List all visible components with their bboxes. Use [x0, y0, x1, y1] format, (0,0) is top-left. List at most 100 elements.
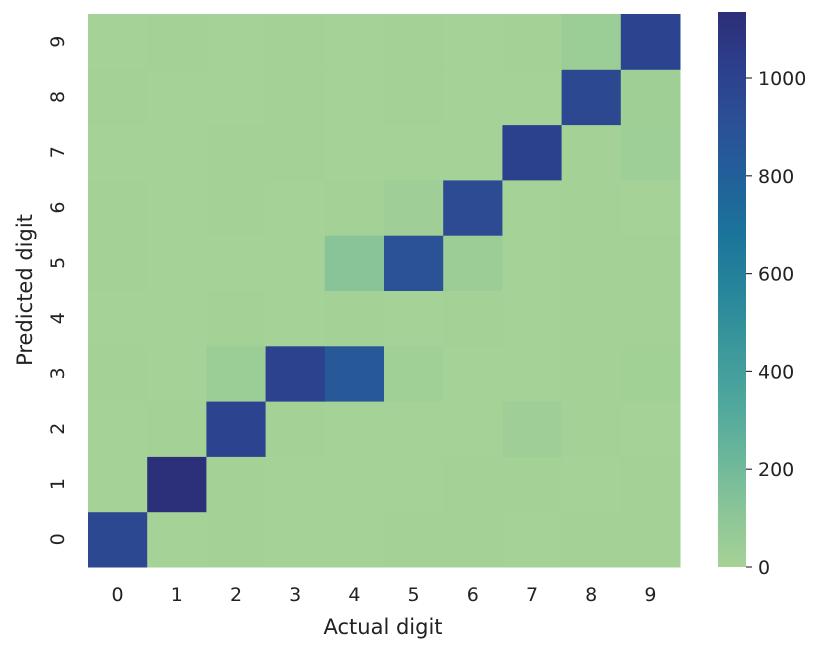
heatmap-cell — [88, 14, 148, 70]
heatmap-cell — [561, 511, 622, 568]
x-tick-label: 1 — [171, 584, 183, 606]
heatmap-cell — [384, 235, 444, 291]
heatmap-cell — [561, 124, 622, 181]
heatmap-cell — [561, 235, 622, 291]
x-axis-ticks: 0 1 2 3 4 5 6 7 8 9 — [112, 584, 657, 606]
heatmap-cell — [147, 179, 207, 236]
heatmap-cell — [206, 14, 267, 70]
heatmap-cell — [324, 124, 385, 181]
y-tick-label: 9 — [47, 36, 69, 48]
x-tick-label: 7 — [526, 584, 538, 606]
heatmap-cell — [620, 401, 681, 457]
colorbar-tick-label: 0 — [758, 557, 770, 579]
heatmap-cell — [384, 456, 444, 513]
heatmap-cell — [147, 401, 207, 457]
x-tick-label: 0 — [112, 584, 124, 606]
y-tick-label: 8 — [47, 91, 69, 103]
heatmap-cell — [384, 511, 444, 568]
heatmap-cell — [147, 290, 207, 347]
heatmap-cell — [384, 69, 444, 126]
colorbar-tick-label: 600 — [758, 264, 794, 286]
y-tick-label: 5 — [47, 257, 69, 269]
heatmap-cell — [88, 511, 148, 568]
heatmap-cell — [265, 235, 326, 291]
heatmap-cell — [561, 456, 622, 513]
heatmap-cells — [88, 14, 681, 568]
heatmap-cell — [443, 401, 503, 457]
heatmap-cell — [88, 69, 148, 126]
heatmap-cell — [561, 14, 622, 70]
heatmap-cell — [620, 456, 681, 513]
heatmap-cell — [147, 345, 207, 402]
heatmap-cell — [324, 511, 385, 568]
x-tick-label: 3 — [289, 584, 301, 606]
heatmap-cell — [443, 179, 503, 236]
heatmap-cell — [324, 69, 385, 126]
heatmap-cell — [206, 235, 267, 291]
heatmap-cell — [443, 69, 503, 126]
heatmap-cell — [265, 179, 326, 236]
heatmap-cell — [561, 69, 622, 126]
heatmap-cell — [265, 124, 326, 181]
heatmap-cell — [88, 401, 148, 457]
heatmap-cell — [265, 14, 326, 70]
heatmap-cell — [502, 69, 563, 126]
y-axis-ticks: 0 1 2 3 4 5 6 7 8 9 — [47, 36, 69, 546]
heatmap-cell — [206, 290, 267, 347]
heatmap-cell — [324, 290, 385, 347]
heatmap-cell — [620, 124, 681, 181]
heatmap-cell — [620, 235, 681, 291]
colorbar-tick-label: 1000 — [758, 68, 806, 90]
heatmap-cell — [206, 401, 267, 457]
x-tick-label: 9 — [644, 584, 656, 606]
colorbar-tick-label: 800 — [758, 166, 794, 188]
heatmap-cell — [147, 235, 207, 291]
heatmap-cell — [620, 290, 681, 347]
colorbar-tick-label: 200 — [758, 459, 794, 481]
heatmap-cell — [384, 124, 444, 181]
heatmap-cell — [443, 14, 503, 70]
heatmap-cell — [443, 456, 503, 513]
heatmap-cell — [561, 401, 622, 457]
colorbar-tick-label: 400 — [758, 361, 794, 383]
heatmap-cell — [147, 124, 207, 181]
heatmap-cell — [502, 290, 563, 347]
heatmap-cell — [265, 401, 326, 457]
heatmap-cell — [88, 124, 148, 181]
heatmap-cell — [384, 290, 444, 347]
colorbar: 0 200 400 600 800 1000 — [718, 12, 806, 579]
heatmap-cell — [443, 290, 503, 347]
y-tick-label: 6 — [47, 202, 69, 214]
colorbar-gradient — [718, 12, 746, 567]
heatmap-cell — [620, 14, 681, 70]
y-tick-label: 0 — [47, 533, 69, 545]
heatmap-cell — [620, 345, 681, 402]
heatmap-cell — [502, 124, 563, 181]
heatmap-cell — [384, 345, 444, 402]
heatmap-cell — [502, 401, 563, 457]
heatmap-cell — [324, 345, 385, 402]
y-tick-label: 3 — [47, 367, 69, 379]
y-tick-label: 7 — [47, 146, 69, 158]
heatmap-cell — [620, 511, 681, 568]
heatmap-cell — [265, 456, 326, 513]
heatmap-cell — [443, 235, 503, 291]
heatmap-cell — [384, 14, 444, 70]
heatmap-cell — [147, 511, 207, 568]
heatmap-cell — [443, 511, 503, 568]
heatmap-cell — [443, 124, 503, 181]
x-tick-label: 4 — [348, 584, 360, 606]
y-tick-label: 4 — [47, 312, 69, 324]
heatmap-cell — [502, 456, 563, 513]
heatmap-cell — [324, 456, 385, 513]
heatmap-cell — [147, 69, 207, 126]
heatmap-cell — [561, 179, 622, 236]
heatmap-cell — [502, 14, 563, 70]
heatmap-cell — [561, 290, 622, 347]
heatmap-cell — [324, 235, 385, 291]
heatmap-cell — [88, 345, 148, 402]
heatmap-cell — [206, 345, 267, 402]
x-tick-label: 2 — [230, 584, 242, 606]
x-tick-label: 6 — [467, 584, 479, 606]
